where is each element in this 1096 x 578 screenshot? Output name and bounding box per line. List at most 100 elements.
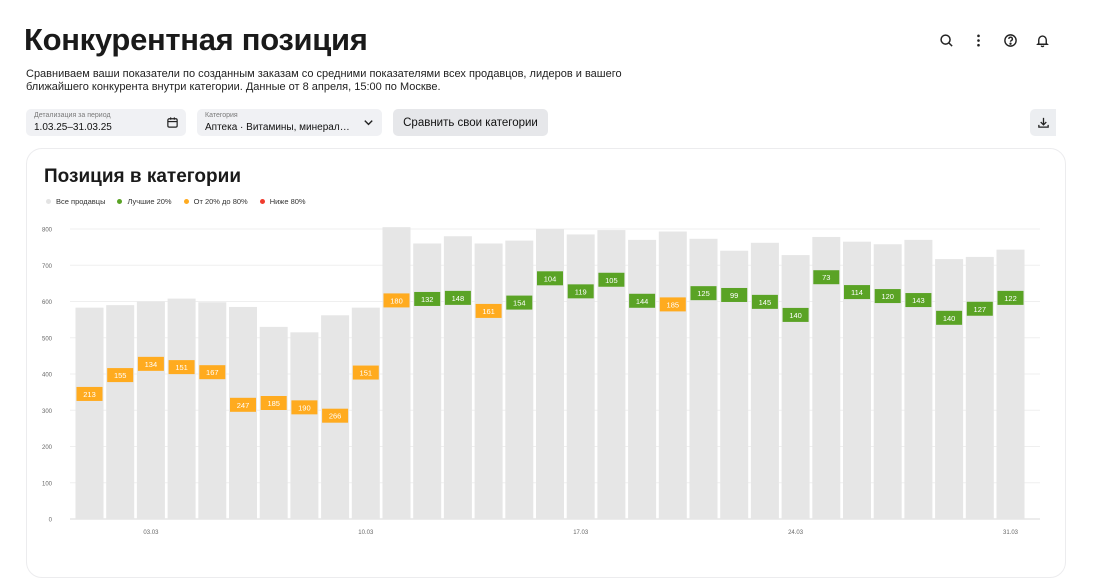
position-label: 140: [943, 314, 956, 323]
bar-all-sellers: [935, 259, 964, 519]
position-marker: [598, 272, 625, 287]
position-marker: [291, 400, 318, 415]
y-tick-label: 800: [42, 228, 53, 234]
bell-icon[interactable]: [1026, 30, 1058, 50]
search-icon[interactable]: [930, 30, 962, 50]
position-label: 132: [421, 295, 434, 304]
legend-dot: [117, 199, 123, 204]
chevron-down-icon: [364, 120, 373, 126]
position-marker: [76, 386, 103, 401]
position-label: 185: [667, 300, 680, 309]
position-marker: [199, 365, 226, 380]
position-marker: [690, 286, 717, 301]
position-label: 125: [697, 289, 710, 298]
bar-all-sellers: [996, 249, 1025, 519]
bar-all-sellers: [965, 256, 994, 519]
bar-all-sellers: [382, 227, 411, 519]
position-marker: [936, 310, 963, 325]
position-label: 73: [822, 273, 830, 282]
position-marker: [629, 293, 656, 308]
header-actions: [930, 30, 1058, 50]
legend-item-all-sellers[interactable]: Все продавцы: [46, 197, 105, 206]
period-filter-value: 1.03.25–31.03.25: [34, 122, 112, 133]
bar-all-sellers: [413, 243, 442, 519]
position-marker: [444, 290, 471, 305]
legend-label: Лучшие 20%: [127, 197, 172, 206]
position-label: 105: [605, 276, 618, 285]
bar-all-sellers: [750, 242, 779, 519]
card-title: Позиция в категории: [44, 166, 242, 187]
bar-all-sellers: [474, 243, 503, 519]
position-label: 120: [881, 292, 894, 301]
position-label: 151: [175, 363, 188, 372]
y-tick-label: 700: [42, 264, 53, 270]
position-label: 247: [237, 401, 250, 410]
position-marker: [352, 365, 379, 380]
legend-dot: [183, 199, 189, 204]
position-label: 119: [575, 287, 587, 296]
legend-label: От 20% до 80%: [193, 197, 248, 206]
legend-dot: [259, 199, 265, 204]
bar-all-sellers: [873, 244, 902, 519]
position-marker: [813, 270, 840, 285]
position-label: 190: [298, 403, 311, 412]
x-tick-label: 24.03: [788, 530, 804, 536]
legend-item-below-80[interactable]: Ниже 80%: [259, 197, 306, 206]
bar-all-sellers: [229, 306, 257, 519]
bar-all-sellers: [75, 307, 104, 519]
position-label: 127: [974, 305, 987, 314]
position-label: 145: [759, 298, 772, 307]
y-tick-label: 400: [42, 373, 53, 379]
legend-item-20-80[interactable]: От 20% до 80%: [183, 197, 248, 206]
bar-all-sellers: [136, 301, 165, 519]
page-description: Сравниваем ваши показатели по созданным …: [26, 68, 622, 93]
position-label: 180: [390, 296, 403, 305]
y-tick-label: 0: [49, 518, 53, 524]
compare-categories-button[interactable]: Сравнить свои категории: [393, 109, 548, 136]
legend-item-top-20[interactable]: Лучшие 20%: [117, 197, 172, 206]
position-marker: [537, 271, 563, 286]
period-filter[interactable]: Детализация за период 1.03.25–31.03.25: [26, 109, 186, 136]
position-marker: [475, 303, 502, 318]
bar-all-sellers: [259, 326, 288, 519]
bar-all-sellers: [628, 239, 657, 519]
position-label: 99: [730, 291, 738, 300]
help-icon[interactable]: [994, 30, 1026, 50]
bar-all-sellers: [658, 231, 687, 519]
x-tick-label: 17.03: [573, 530, 589, 536]
bar-all-sellers: [351, 307, 380, 519]
period-filter-label: Детализация за период: [34, 112, 111, 119]
position-label: 104: [544, 274, 557, 283]
legend-label: Ниже 80%: [269, 197, 306, 206]
bar-all-sellers: [443, 236, 472, 519]
y-tick-label: 500: [42, 336, 53, 342]
bar-all-sellers: [290, 332, 319, 519]
position-marker: [567, 284, 594, 299]
position-marker: [168, 360, 195, 375]
category-filter[interactable]: Категория Аптека · Витамины, минералы, д…: [197, 109, 382, 136]
position-label: 134: [145, 360, 158, 369]
bar-all-sellers: [781, 255, 810, 519]
download-icon: [1037, 117, 1049, 128]
position-marker: [137, 356, 164, 371]
bar-all-sellers: [566, 234, 595, 519]
x-tick-label: 10.03: [358, 530, 374, 536]
chart-legend: Все продавцы Лучшие 20% От 20% до 80% Ни…: [46, 197, 306, 206]
position-marker: [414, 291, 441, 306]
position-marker: [322, 408, 349, 423]
position-marker: [107, 368, 134, 383]
x-tick-label: 03.03: [143, 530, 159, 536]
position-label: 122: [1004, 294, 1017, 303]
position-label: 114: [851, 288, 863, 297]
position-label: 266: [329, 412, 342, 421]
download-button[interactable]: [1030, 109, 1056, 136]
position-marker: [905, 293, 932, 308]
category-filter-label: Категория: [205, 112, 238, 119]
position-chart: 0 100 200 300 400 500 600 700 800 213 155 134 151 167…: [42, 227, 1040, 536]
position-label: 151: [360, 369, 373, 378]
position-label: 140: [789, 311, 802, 320]
more-vertical-icon[interactable]: [962, 30, 994, 50]
position-label: 154: [513, 299, 526, 308]
bar-all-sellers: [843, 241, 871, 519]
calendar-icon: [167, 117, 178, 128]
